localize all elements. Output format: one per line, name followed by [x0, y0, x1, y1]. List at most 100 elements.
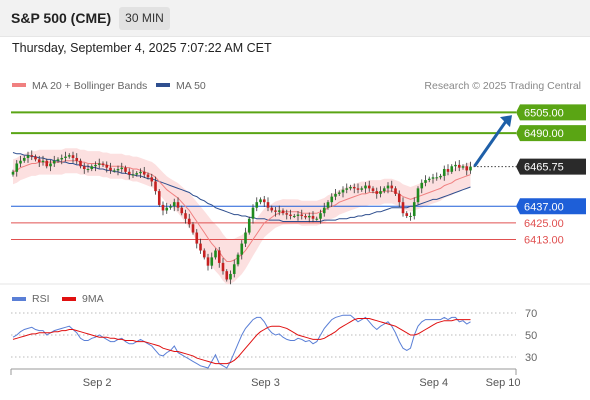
- candle-body: [22, 157, 26, 161]
- price-label-resistance-6490: 6490.00: [516, 125, 586, 142]
- candle-body: [424, 180, 427, 183]
- candle-body: [367, 185, 371, 189]
- candle-body: [97, 163, 101, 165]
- candle-body: [285, 213, 289, 215]
- candle-body: [360, 188, 364, 190]
- candle-body: [356, 188, 360, 190]
- legend-swatch-rsi: [12, 297, 26, 301]
- candle-body: [247, 218, 251, 233]
- candle-body: [82, 166, 86, 170]
- candle-body: [345, 188, 349, 190]
- legend-swatch-ma20: [12, 83, 26, 88]
- candle-body: [397, 193, 401, 203]
- candle-body: [469, 166, 472, 171]
- candle-body: [180, 207, 184, 214]
- candle-body: [277, 210, 281, 212]
- candle-body: [172, 202, 176, 207]
- candle-body: [154, 181, 157, 192]
- candle-body: [262, 199, 266, 203]
- candle-body: [165, 207, 169, 211]
- legend-label-ma50: MA 50: [176, 80, 206, 92]
- candle-body: [169, 206, 172, 208]
- candle-body: [465, 166, 469, 171]
- candle-body: [120, 167, 124, 170]
- candle-body: [202, 250, 206, 258]
- x-tick-label: Sep 2: [83, 377, 112, 389]
- candle-body: [244, 232, 247, 244]
- header-separator: [0, 36, 590, 37]
- candle-body: [330, 196, 334, 203]
- candle-body: [229, 273, 232, 280]
- candle-body: [461, 166, 465, 168]
- chart-title: S&P 500 (CME): [11, 10, 112, 26]
- header-bar: S&P 500 (CME) 30 MIN: [0, 0, 590, 36]
- candle-body: [52, 160, 56, 164]
- candle-body: [311, 215, 315, 219]
- candle-body: [45, 160, 49, 167]
- credit: Research © 2025 Trading Central: [424, 80, 581, 92]
- price-label-support-6413: 6413.00: [524, 234, 564, 246]
- timestamp: Thursday, September 4, 2025 7:07:22 AM C…: [12, 41, 272, 55]
- candle-body: [322, 207, 326, 214]
- candle-body: [352, 186, 356, 189]
- candle-body: [390, 185, 394, 189]
- candle-body: [195, 232, 199, 244]
- price-label-resistance-6490-bg: [516, 125, 586, 142]
- price-label-last: 6465.75: [516, 158, 586, 175]
- candle-body: [199, 243, 202, 251]
- candle-body: [64, 156, 67, 158]
- candle-body: [60, 157, 64, 160]
- candle-body: [401, 202, 405, 214]
- candle-body: [450, 166, 454, 172]
- candle-body: [232, 264, 236, 274]
- candle-body: [109, 167, 112, 171]
- rsi-ma9-line: [12, 318, 471, 365]
- legend-label-ma20: MA 20 + Bollinger Bands: [32, 80, 148, 92]
- candle-body: [274, 210, 277, 212]
- candle-body: [41, 160, 45, 163]
- candle-body: [221, 262, 225, 272]
- candle-body: [11, 171, 15, 175]
- price-label-pivot-6437-bg: [516, 198, 586, 215]
- candle-body: [409, 215, 412, 217]
- candle-body: [19, 160, 22, 164]
- rsi-tick-label: 50: [525, 330, 537, 342]
- candle-body: [334, 193, 337, 197]
- candle-body: [236, 254, 240, 265]
- candle-body: [289, 214, 292, 216]
- candle-body: [341, 189, 345, 193]
- timeframe-button[interactable]: 30 MIN: [119, 7, 170, 30]
- forecast-arrow-shaft: [473, 120, 508, 168]
- candle-body: [161, 204, 165, 211]
- candle-body: [105, 164, 109, 168]
- candle-body: [225, 271, 229, 280]
- legend-ma20: MA 20 + Bollinger Bands: [12, 80, 147, 92]
- candle-body: [217, 250, 221, 263]
- candle-body: [101, 163, 105, 165]
- candle-body: [150, 177, 154, 182]
- rsi-tick-label: 30: [525, 352, 537, 364]
- candle-body: [146, 174, 150, 178]
- candle-body: [304, 215, 307, 218]
- candle-body: [255, 202, 259, 208]
- candle-body: [206, 257, 210, 266]
- candle-body: [116, 169, 120, 171]
- candle-body: [281, 210, 285, 214]
- price-label-last-bg: [516, 158, 586, 175]
- candle-body: [30, 155, 34, 157]
- ma50-line: [12, 152, 471, 222]
- x-tick-label: Sep 3: [251, 377, 280, 389]
- legend-swatch-9ma: [62, 297, 76, 301]
- candle-body: [446, 169, 450, 172]
- price-label-pivot-6437: 6437.00: [516, 198, 586, 215]
- candles: [11, 150, 472, 285]
- candle-body: [71, 155, 75, 158]
- x-tick-label: Sep 4: [419, 377, 448, 389]
- candle-body: [394, 188, 397, 194]
- legend-label-9ma: 9MA: [82, 293, 104, 305]
- price-label-last-text: 6465.75: [524, 162, 564, 174]
- candle-body: [240, 243, 244, 255]
- candle-body: [15, 163, 19, 172]
- candle-body: [49, 163, 52, 167]
